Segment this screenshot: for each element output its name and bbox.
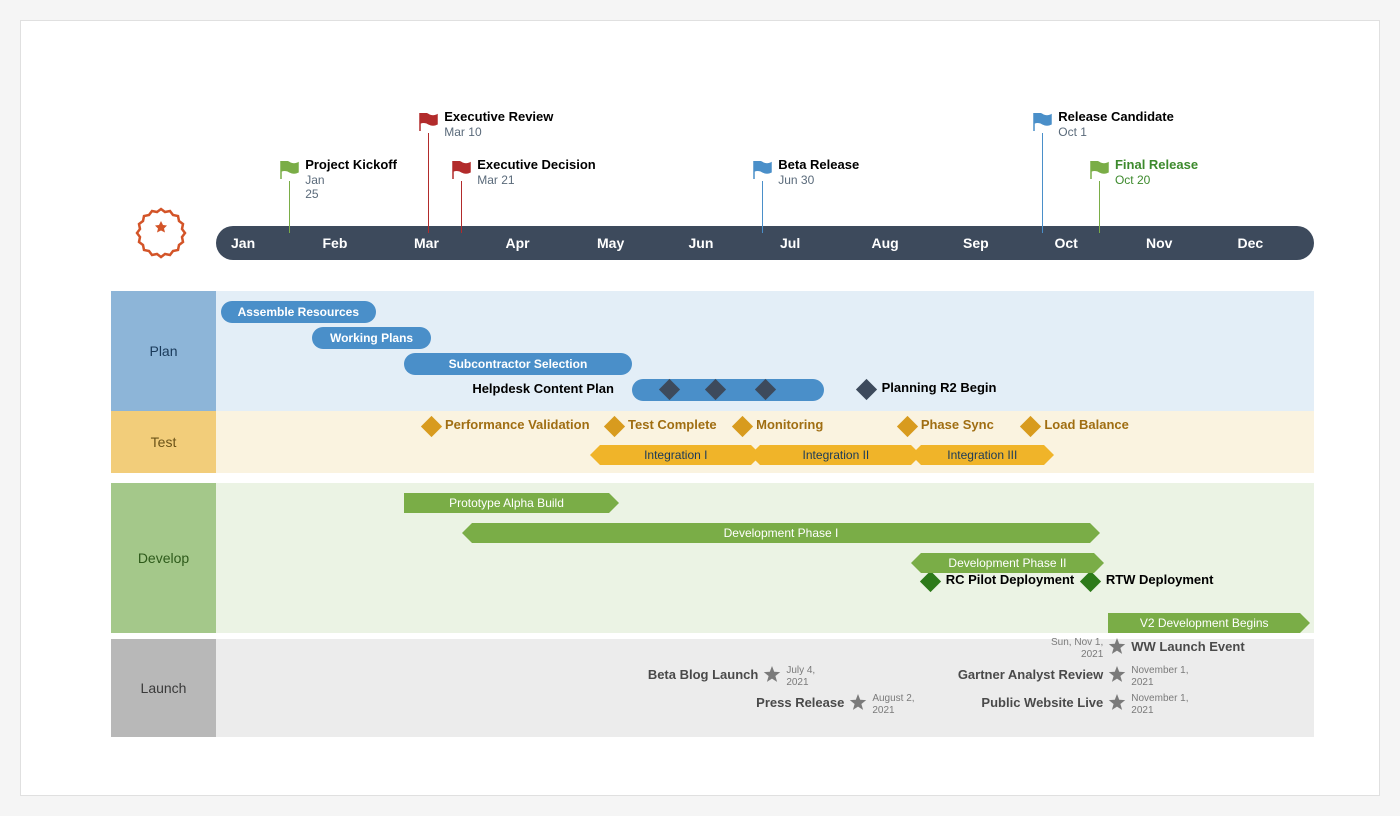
month-label: Nov <box>1146 235 1172 251</box>
month-label: Jul <box>780 235 800 251</box>
gantt-chart: Jan Feb Mar Apr May Jun Jul Aug Sep Oct Nov Dec Pro… <box>20 20 1380 796</box>
milestone-title: Beta Release <box>778 157 859 172</box>
milestone-flag: Executive ReviewMar 10 <box>418 113 438 136</box>
milestone-date: Mar 21 <box>477 173 514 187</box>
swimlane-header-develop: Develop <box>111 483 216 633</box>
milestone-flag: Beta ReleaseJun 30 <box>752 161 772 184</box>
task-bar: Working Plans <box>312 327 431 349</box>
star-label: Gartner Analyst Review <box>958 667 1103 682</box>
star-label: Press Release <box>756 695 844 710</box>
swimlane-header-plan: Plan <box>111 291 216 411</box>
swimlane-header-launch: Launch <box>111 639 216 737</box>
star-date: November 1,2021 <box>1131 693 1188 717</box>
milestone-flag: Executive DecisionMar 21 <box>451 161 471 184</box>
phase-bar: Prototype Alpha Build <box>404 493 610 513</box>
swimlane-header-test: Test <box>111 411 216 473</box>
star-marker-icon <box>1108 694 1126 712</box>
month-label: Mar <box>414 235 439 251</box>
milestone-flag: Final ReleaseOct 20 <box>1089 161 1109 184</box>
phase-bar: Development Phase II <box>921 553 1095 573</box>
star-label: Public Website Live <box>981 695 1103 710</box>
milestone-title: Final Release <box>1115 157 1198 172</box>
milestone-title: Executive Decision <box>477 157 596 172</box>
swimlane-body-develop <box>216 483 1314 633</box>
star-marker-icon <box>849 694 867 712</box>
star-label: Beta Blog Launch <box>648 667 759 682</box>
star-marker-icon <box>1108 638 1126 656</box>
month-label: Jun <box>689 235 714 251</box>
diamond-label: Performance Validation <box>445 417 590 432</box>
phase-bar: Integration I <box>600 445 751 465</box>
phase-bar: Integration III <box>921 445 1045 465</box>
phase-bar: Development Phase I <box>472 523 1090 543</box>
milestone-title: Release Candidate <box>1058 109 1174 124</box>
month-label: May <box>597 235 624 251</box>
diamond-label: Test Complete <box>628 417 717 432</box>
month-label: Oct <box>1055 235 1078 251</box>
diamond-label: RC Pilot Deployment <box>946 572 1075 587</box>
star-date: July 4,2021 <box>786 665 815 689</box>
milestone-date: Oct 1 <box>1058 125 1087 139</box>
milestone-flag: Project KickoffJan25 <box>279 161 299 184</box>
month-label: Dec <box>1238 235 1264 251</box>
milestone-date: Mar 10 <box>444 125 481 139</box>
milestone-title: Executive Review <box>444 109 553 124</box>
phase-bar: V2 Development Begins <box>1108 613 1300 633</box>
timeline-axis: Jan Feb Mar Apr May Jun Jul Aug Sep Oct Nov Dec <box>216 226 1314 260</box>
task-bar: Subcontractor Selection <box>404 353 633 375</box>
month-label: Apr <box>506 235 530 251</box>
month-label: Feb <box>323 235 348 251</box>
month-label: Jan <box>231 235 255 251</box>
milestone-flag: Release CandidateOct 1 <box>1032 113 1052 136</box>
milestone-date: Jun 30 <box>778 173 814 187</box>
star-date: November 1,2021 <box>1131 665 1188 689</box>
diamond-label: Monitoring <box>756 417 823 432</box>
star-label: WW Launch Event <box>1131 639 1244 654</box>
star-marker-icon <box>1108 666 1126 684</box>
task-bar-label: Helpdesk Content Plan <box>472 381 614 396</box>
diamond-label: RTW Deployment <box>1106 572 1214 587</box>
diamond-label: Load Balance <box>1044 417 1129 432</box>
month-label: Sep <box>963 235 989 251</box>
month-label: Aug <box>872 235 899 251</box>
phase-bar: Integration II <box>760 445 911 465</box>
milestone-date: Jan25 <box>305 173 324 201</box>
diamond-label: Phase Sync <box>921 417 994 432</box>
diamond-label: Planning R2 Begin <box>882 380 997 395</box>
star-date: August 2,2021 <box>872 693 914 717</box>
star-date: Sun, Nov 1,2021 <box>1051 637 1103 661</box>
star-marker-icon <box>763 666 781 684</box>
milestone-title: Project Kickoff <box>305 157 397 172</box>
award-badge-icon <box>131 201 191 261</box>
milestone-date: Oct 20 <box>1115 173 1150 187</box>
task-bar: Assemble Resources <box>221 301 377 323</box>
